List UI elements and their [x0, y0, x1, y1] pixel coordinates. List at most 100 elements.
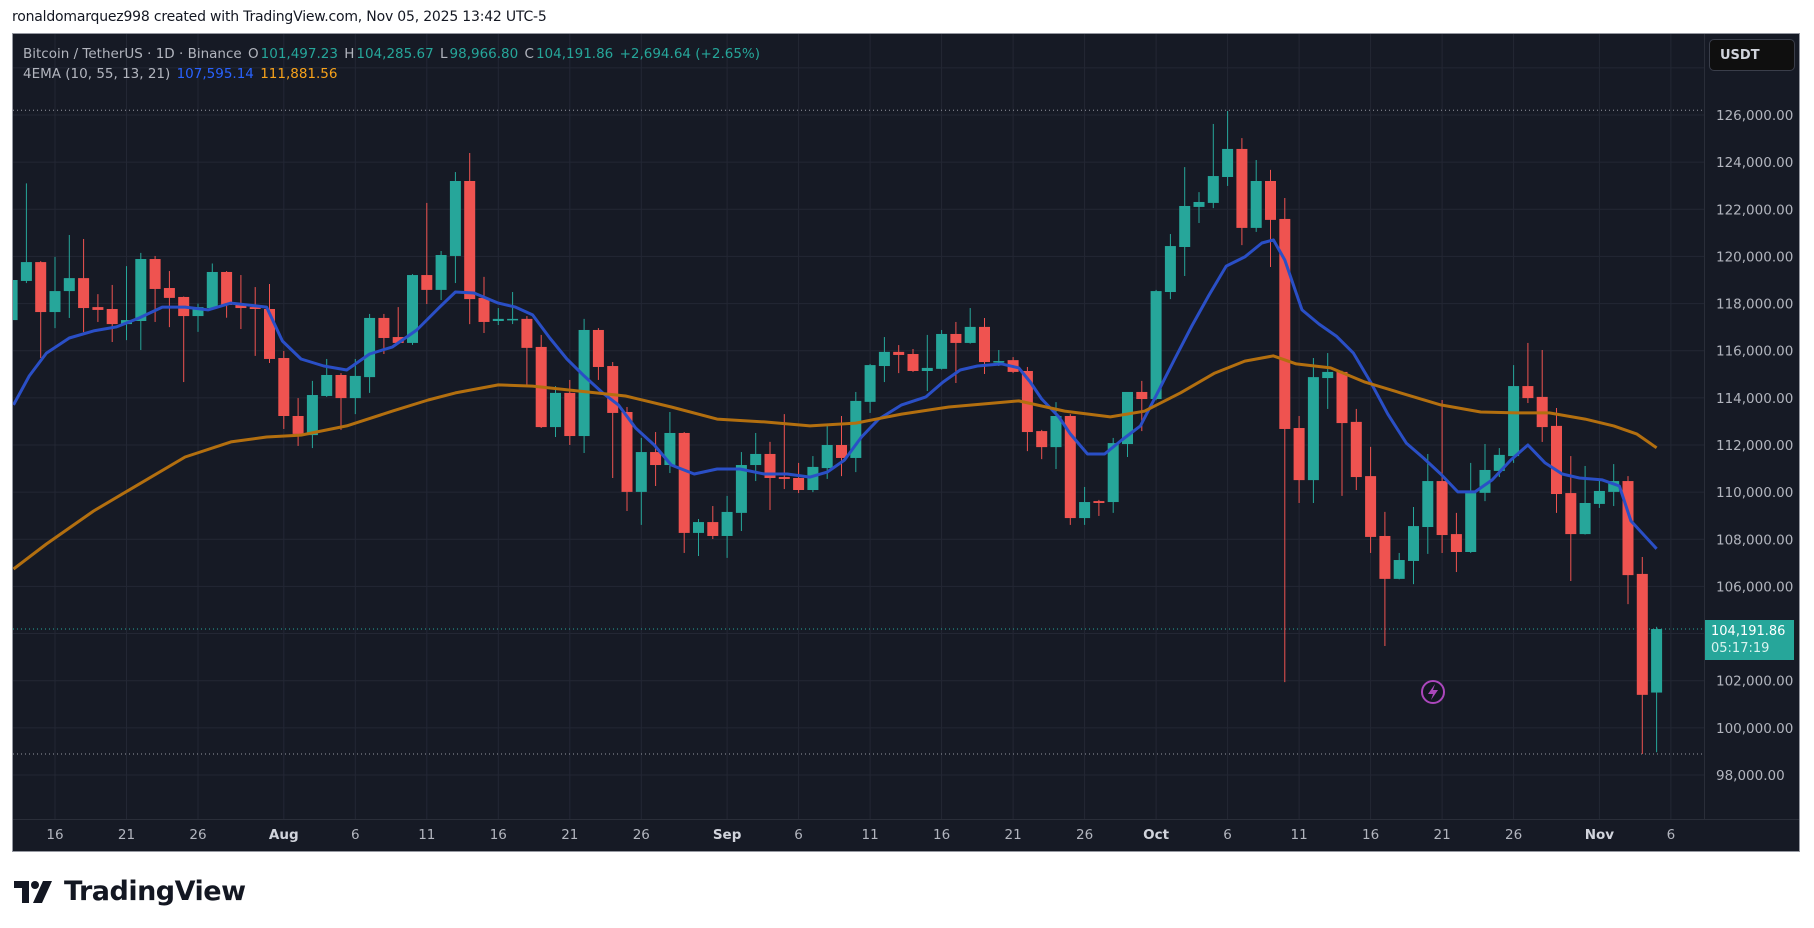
candle [650, 432, 662, 487]
candle [49, 256, 61, 329]
candle [964, 308, 976, 344]
candle [163, 271, 175, 328]
candle [778, 414, 790, 490]
svg-text:21: 21 [118, 827, 135, 843]
candle [707, 506, 719, 540]
candle [1093, 499, 1105, 516]
candle [693, 519, 704, 557]
candle [1079, 486, 1091, 525]
candle [1179, 167, 1191, 276]
svg-text:6: 6 [1667, 827, 1676, 843]
candle [1522, 342, 1534, 404]
candle [278, 350, 290, 429]
close-label: C [524, 46, 534, 62]
svg-text:6: 6 [1223, 827, 1232, 843]
candle [1250, 160, 1262, 232]
candle [1164, 234, 1176, 300]
candle [735, 452, 747, 532]
open-label: O [248, 46, 259, 62]
candle [1265, 169, 1276, 268]
candle [793, 462, 805, 494]
candle [1379, 511, 1391, 647]
candle [807, 456, 819, 493]
candlestick-chart[interactable]: 98,000.00 100,000.00 102,000.00 106,000.00 1… [13, 34, 1799, 851]
candle [221, 271, 233, 318]
candle [592, 328, 604, 380]
candle [1579, 465, 1591, 535]
candle [821, 424, 833, 479]
candle [1122, 391, 1133, 458]
candle [1465, 462, 1477, 553]
candle [850, 391, 862, 473]
change-value: +2,694.64 (+2.65%) [619, 46, 761, 62]
ema-slow-value: 111,881.56 [260, 66, 338, 82]
svg-text:16: 16 [490, 827, 507, 843]
svg-text:120,000.00: 120,000.00 [1716, 249, 1793, 265]
candle [235, 275, 247, 330]
candle [1536, 350, 1548, 442]
svg-text:16: 16 [46, 827, 63, 843]
chart-legend: Bitcoin / TetherUS · 1D · Binance O 101,4… [23, 44, 762, 84]
candle [1293, 416, 1305, 503]
candle [1422, 453, 1434, 554]
candle [550, 386, 561, 437]
candle [464, 152, 476, 325]
tradingview-logo-text: TradingView [64, 876, 246, 907]
candle [907, 349, 919, 372]
svg-text:100,000.00: 100,000.00 [1716, 721, 1793, 737]
svg-text:118,000.00: 118,000.00 [1716, 297, 1793, 313]
candle [1236, 138, 1248, 246]
candle [13, 279, 18, 321]
svg-text:102,000.00: 102,000.00 [1716, 674, 1793, 690]
tradingview-logo-icon [14, 880, 52, 903]
candle [1350, 408, 1362, 491]
candle-countdown: 05:17:19 [1711, 641, 1770, 656]
svg-text:21: 21 [561, 827, 578, 843]
svg-text:26: 26 [189, 827, 206, 843]
candle [206, 263, 218, 310]
ema-fast-value: 107,595.14 [176, 66, 254, 82]
candle [1365, 446, 1377, 553]
candle [421, 202, 433, 305]
candle [1450, 512, 1462, 573]
candle [1222, 110, 1234, 186]
candle [1479, 444, 1491, 502]
candle [1193, 192, 1205, 223]
candle [678, 432, 690, 553]
candle [607, 362, 619, 478]
candle [1622, 476, 1634, 605]
candle [535, 334, 547, 429]
svg-text:21: 21 [1005, 827, 1022, 843]
candle [35, 261, 47, 359]
tradingview-logo: TradingView [14, 876, 246, 907]
candle [178, 296, 190, 383]
currency-button[interactable]: USDT [1709, 39, 1795, 71]
svg-text:16: 16 [933, 827, 950, 843]
candle [864, 363, 876, 413]
symbol-title[interactable]: Bitcoin / TetherUS · 1D · Binance [23, 46, 242, 62]
alert-icon[interactable] [1421, 680, 1445, 704]
candle [1636, 556, 1648, 755]
svg-text:112,000.00: 112,000.00 [1716, 438, 1793, 454]
candle [836, 416, 847, 477]
candle [1279, 197, 1291, 683]
high-label: H [344, 46, 355, 62]
svg-text:Aug: Aug [269, 827, 299, 843]
candle [92, 294, 104, 322]
candle [764, 441, 776, 511]
candle [392, 307, 404, 344]
svg-text:26: 26 [1076, 827, 1093, 843]
high-value: 104,285.67 [356, 46, 434, 62]
svg-text:Nov: Nov [1585, 827, 1615, 843]
candle [1408, 506, 1419, 585]
svg-text:Sep: Sep [713, 827, 742, 843]
svg-text:110,000.00: 110,000.00 [1716, 485, 1793, 501]
svg-text:106,000.00: 106,000.00 [1716, 579, 1793, 595]
candle [1322, 353, 1334, 409]
indicator-title[interactable]: 4EMA (10, 55, 13, 21) [23, 66, 171, 82]
chart-frame [12, 33, 1800, 852]
svg-text:26: 26 [1505, 827, 1522, 843]
candle [292, 398, 304, 446]
svg-text:6: 6 [351, 827, 360, 843]
candle [635, 437, 647, 525]
